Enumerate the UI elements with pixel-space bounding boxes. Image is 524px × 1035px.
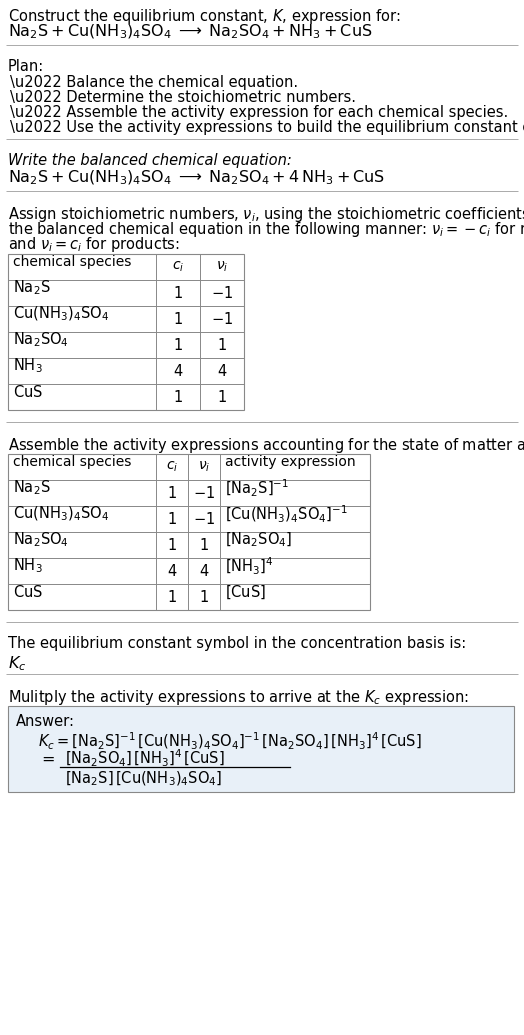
Text: $c_i$: $c_i$ xyxy=(172,260,184,274)
Text: $\nu_i$: $\nu_i$ xyxy=(216,260,228,274)
Text: Assemble the activity expressions accounting for the state of matter and $\nu_i$: Assemble the activity expressions accoun… xyxy=(8,436,524,455)
Text: and $\nu_i = c_i$ for products:: and $\nu_i = c_i$ for products: xyxy=(8,235,180,254)
Text: $\mathrm{Na_2S + Cu(NH_3)_4SO_4 \;\longrightarrow\; Na_2SO_4 + NH_3 + CuS}$: $\mathrm{Na_2S + Cu(NH_3)_4SO_4 \;\longr… xyxy=(8,23,373,41)
Text: $\mathrm{Na_2SO_4}$: $\mathrm{Na_2SO_4}$ xyxy=(13,531,69,550)
Text: 1: 1 xyxy=(167,590,177,604)
Text: 1: 1 xyxy=(173,312,183,326)
Text: activity expression: activity expression xyxy=(225,455,356,469)
Text: chemical species: chemical species xyxy=(13,255,132,269)
Text: the balanced chemical equation in the following manner: $\nu_i = -c_i$ for react: the balanced chemical equation in the fo… xyxy=(8,220,524,239)
Text: 1: 1 xyxy=(167,537,177,553)
Text: 1: 1 xyxy=(217,389,226,405)
Bar xyxy=(8,454,370,610)
Bar xyxy=(8,254,244,410)
Text: $\mathrm{Na_2SO_4}$: $\mathrm{Na_2SO_4}$ xyxy=(13,330,69,350)
Text: 4: 4 xyxy=(199,563,209,579)
Text: $\mathrm{NH_3}$: $\mathrm{NH_3}$ xyxy=(13,357,43,376)
Bar xyxy=(8,706,514,792)
Text: $K_c = [\mathrm{Na_2S}]^{-1}\,[\mathrm{Cu(NH_3)_4SO_4}]^{-1}\,[\mathrm{Na_2SO_4}: $K_c = [\mathrm{Na_2S}]^{-1}\,[\mathrm{C… xyxy=(38,731,422,752)
Text: 1: 1 xyxy=(173,389,183,405)
Text: 1: 1 xyxy=(173,286,183,300)
Text: \u2022 Use the activity expressions to build the equilibrium constant expression: \u2022 Use the activity expressions to b… xyxy=(10,120,524,135)
Text: $\nu_i$: $\nu_i$ xyxy=(198,460,210,474)
Text: $\mathrm{NH_3}$: $\mathrm{NH_3}$ xyxy=(13,557,43,575)
Text: $[\mathrm{Cu(NH_3)_4SO_4}]^{-1}$: $[\mathrm{Cu(NH_3)_4SO_4}]^{-1}$ xyxy=(225,503,347,525)
Text: Write the balanced chemical equation:: Write the balanced chemical equation: xyxy=(8,153,292,168)
Text: $[\mathrm{NH_3}]^4$: $[\mathrm{NH_3}]^4$ xyxy=(225,556,274,576)
Text: $[\mathrm{CuS}]$: $[\mathrm{CuS}]$ xyxy=(225,584,266,600)
Text: $=$: $=$ xyxy=(38,751,55,766)
Text: \u2022 Determine the stoichiometric numbers.: \u2022 Determine the stoichiometric numb… xyxy=(10,90,356,105)
Text: The equilibrium constant symbol in the concentration basis is:: The equilibrium constant symbol in the c… xyxy=(8,635,466,651)
Text: 1: 1 xyxy=(199,537,209,553)
Text: $K_c$: $K_c$ xyxy=(8,654,26,673)
Text: $\mathrm{Na_2S}$: $\mathrm{Na_2S}$ xyxy=(13,478,50,498)
Text: $\mathrm{Na_2S}$: $\mathrm{Na_2S}$ xyxy=(13,278,50,297)
Text: 1: 1 xyxy=(167,511,177,527)
Text: $[\mathrm{Na_2S}]^{-1}$: $[\mathrm{Na_2S}]^{-1}$ xyxy=(225,477,289,499)
Text: $\mathrm{Cu(NH_3)_4SO_4}$: $\mathrm{Cu(NH_3)_4SO_4}$ xyxy=(13,505,109,524)
Text: $\mathrm{Na_2S + Cu(NH_3)_4SO_4 \;\longrightarrow\; Na_2SO_4 + 4\,NH_3 + CuS}$: $\mathrm{Na_2S + Cu(NH_3)_4SO_4 \;\longr… xyxy=(8,169,385,187)
Text: Answer:: Answer: xyxy=(16,714,75,729)
Text: Assign stoichiometric numbers, $\nu_i$, using the stoichiometric coefficients, $: Assign stoichiometric numbers, $\nu_i$, … xyxy=(8,205,524,224)
Text: chemical species: chemical species xyxy=(13,455,132,469)
Text: 4: 4 xyxy=(167,563,177,579)
Text: $-1$: $-1$ xyxy=(211,285,233,301)
Text: Plan:: Plan: xyxy=(8,59,44,73)
Text: $-1$: $-1$ xyxy=(193,485,215,501)
Text: 1: 1 xyxy=(167,485,177,501)
Text: $\mathrm{Cu(NH_3)_4SO_4}$: $\mathrm{Cu(NH_3)_4SO_4}$ xyxy=(13,304,109,323)
Text: \u2022 Assemble the activity expression for each chemical species.: \u2022 Assemble the activity expression … xyxy=(10,105,508,120)
Text: $[\mathrm{Na_2S}]\,[\mathrm{Cu(NH_3)_4SO_4}]$: $[\mathrm{Na_2S}]\,[\mathrm{Cu(NH_3)_4SO… xyxy=(65,770,222,789)
Text: 4: 4 xyxy=(217,363,226,379)
Text: Construct the equilibrium constant, $K$, expression for:: Construct the equilibrium constant, $K$,… xyxy=(8,7,401,26)
Text: $-1$: $-1$ xyxy=(193,511,215,527)
Text: 4: 4 xyxy=(173,363,183,379)
Text: 1: 1 xyxy=(217,337,226,353)
Text: 1: 1 xyxy=(199,590,209,604)
Text: 1: 1 xyxy=(173,337,183,353)
Text: $[\mathrm{Na_2SO_4}]\,[\mathrm{NH_3}]^4\,[\mathrm{CuS}]$: $[\mathrm{Na_2SO_4}]\,[\mathrm{NH_3}]^4\… xyxy=(65,747,225,769)
Text: \u2022 Balance the chemical equation.: \u2022 Balance the chemical equation. xyxy=(10,75,298,90)
Text: $\mathrm{CuS}$: $\mathrm{CuS}$ xyxy=(13,584,43,600)
Text: $[\mathrm{Na_2SO_4}]$: $[\mathrm{Na_2SO_4}]$ xyxy=(225,531,292,550)
Text: $-1$: $-1$ xyxy=(211,310,233,327)
Text: $\mathrm{CuS}$: $\mathrm{CuS}$ xyxy=(13,384,43,400)
Text: Mulitply the activity expressions to arrive at the $K_c$ expression:: Mulitply the activity expressions to arr… xyxy=(8,688,469,707)
Text: $c_i$: $c_i$ xyxy=(166,460,178,474)
